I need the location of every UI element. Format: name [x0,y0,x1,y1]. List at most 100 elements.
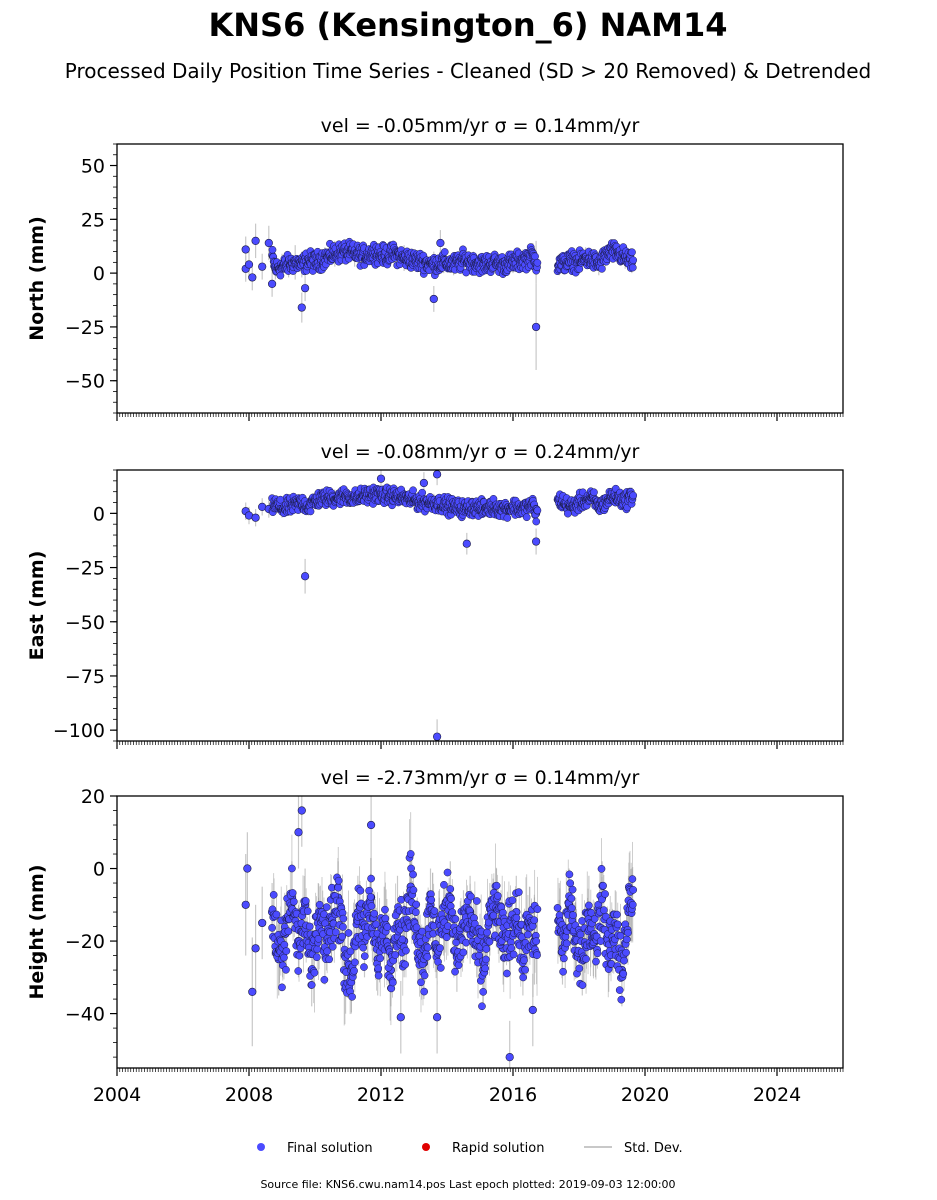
y-tick-label: 0 [93,503,105,525]
data-point [528,1005,537,1015]
legend-item: Rapid solution [422,1141,544,1156]
data-point [269,890,278,899]
data-point [462,539,471,548]
data-point [282,947,291,955]
data-point [628,263,637,272]
x-tick-label: 2004 [93,1084,141,1106]
data-point [620,956,628,965]
data-point [566,879,575,888]
plot-area [241,470,638,741]
data-point [251,944,260,953]
data-point [301,284,310,293]
data-point [533,258,542,267]
panel-title: vel = -2.73mm/yr σ = 0.14mm/yr [321,767,640,789]
data-point [567,894,576,903]
y-tick-label: 0 [93,859,105,881]
data-point [419,478,429,488]
data-point [462,938,470,947]
data-point [617,995,626,1004]
data-point [315,900,324,909]
data-point [348,992,356,1001]
data-point [582,955,590,963]
panel-title: vel = -0.08mm/yr σ = 0.24mm/yr [321,441,640,463]
data-point [359,943,368,952]
data-point [339,923,347,931]
data-point [429,294,438,304]
data-point [442,933,451,942]
plot-area [241,796,638,1068]
x-tick-label: 2012 [357,1084,405,1106]
data-point [623,935,631,944]
data-point [578,981,587,990]
data-point [294,967,303,975]
data-point [307,981,316,989]
data-point [530,916,539,925]
plot-area [241,223,638,370]
data-point [563,509,572,518]
data-point [374,964,383,973]
data-point [592,957,600,966]
data-point [613,920,622,929]
y-tick-label: −100 [53,720,105,742]
legend: Final solution Rapid solution Std. Dev. [257,1141,683,1156]
data-point [524,930,532,939]
data-point [454,961,463,970]
data-point [346,947,355,956]
final-solution-points [241,236,638,332]
data-point [482,955,490,964]
data-point [430,907,439,915]
data-point [412,900,421,909]
data-point [615,986,624,994]
figure-subtitle: Processed Daily Position Time Series - C… [65,59,871,83]
data-point [568,885,577,894]
data-point [264,238,273,248]
y-tick-label: −40 [65,1004,105,1026]
data-point [447,894,455,903]
data-point [483,928,491,937]
y-tick-label: −20 [65,931,105,953]
data-point [241,900,250,909]
data-point [629,886,638,894]
data-point [367,902,376,910]
data-point [593,949,602,958]
data-point [584,901,593,910]
data-point [276,271,285,280]
data-point [367,820,376,830]
data-point [569,911,577,919]
data-point [503,514,512,522]
data-point [446,885,455,893]
data-point [323,947,331,956]
data-point [303,907,312,915]
y-axis-label: North (mm) [26,216,48,341]
data-point [420,987,429,996]
data-point [268,924,276,932]
panel-height: vel = -2.73mm/yr σ = 0.14mm/yr Height (mm… [26,767,844,1106]
data-point [258,262,267,271]
data-point [503,969,511,978]
data-point [514,888,523,897]
data-point [372,920,381,929]
data-point [629,491,638,500]
data-point [288,889,297,897]
data-point [310,968,319,977]
data-point [366,893,375,901]
data-point [418,927,427,936]
y-tick-label: −50 [65,371,105,393]
data-point [562,939,571,948]
source-footer: Source file: KNS6.cwu.nam14.pos Last epo… [260,1178,675,1191]
data-point [418,488,427,497]
legend-item: Std. Dev. [584,1141,683,1156]
data-point [597,864,606,873]
data-point [402,946,410,955]
data-point [628,900,637,909]
data-point [565,870,574,879]
data-point [423,953,432,961]
data-point [411,908,420,917]
data-point [248,273,257,282]
data-point [433,732,442,741]
data-point [420,971,429,980]
data-point [533,951,541,960]
data-point [440,248,449,256]
